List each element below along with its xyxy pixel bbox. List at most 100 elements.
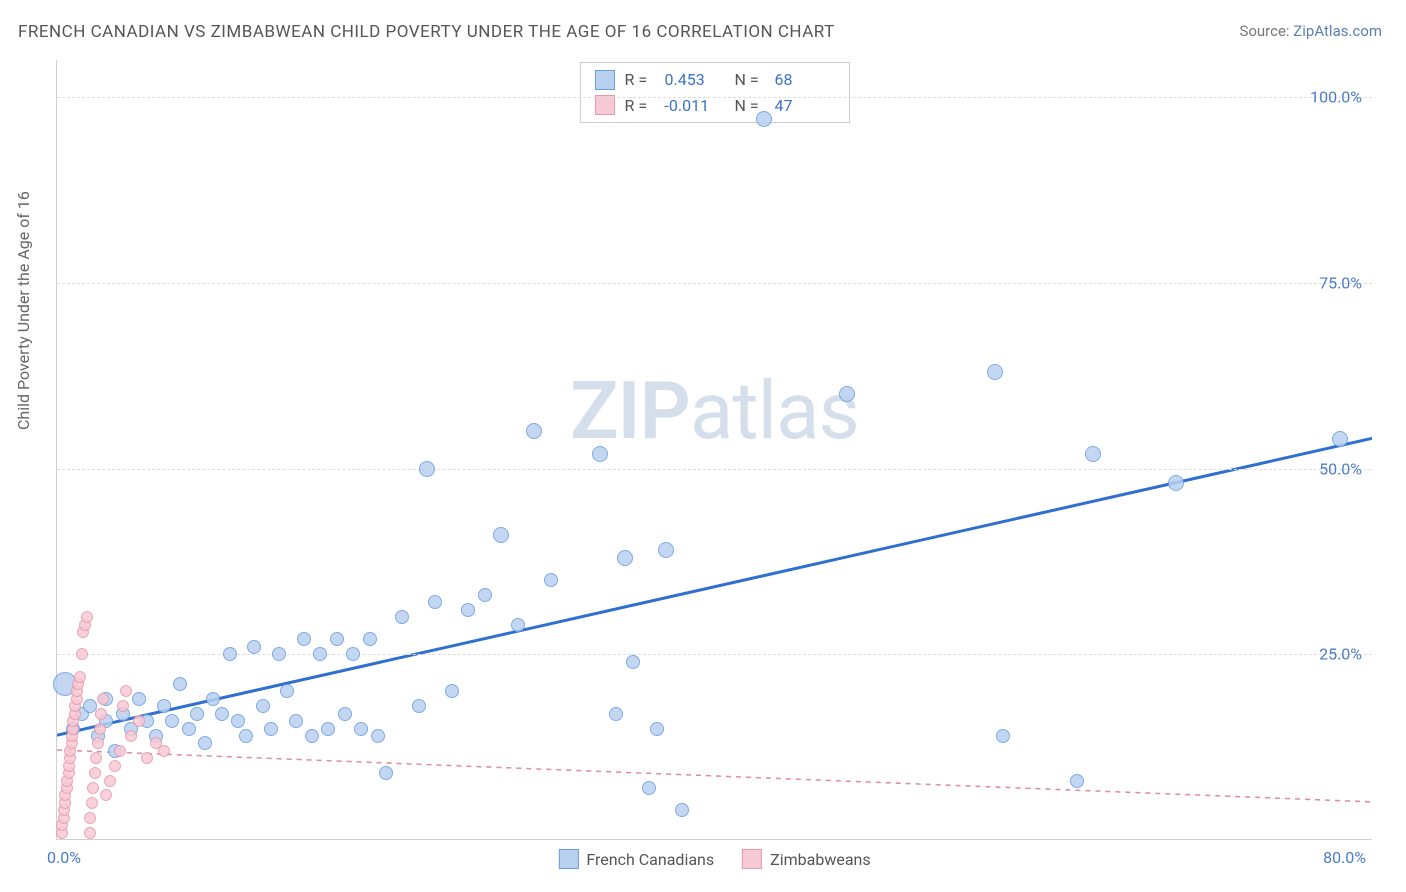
data-point	[650, 722, 664, 736]
data-point	[206, 692, 220, 706]
data-point	[100, 789, 112, 801]
data-point	[120, 685, 132, 697]
data-point	[190, 707, 204, 721]
data-point	[89, 767, 101, 779]
stat-n-value: 68	[775, 67, 835, 93]
data-point	[321, 722, 335, 736]
data-point	[305, 729, 319, 743]
data-point	[289, 714, 303, 728]
gridline	[57, 97, 1372, 98]
data-point	[125, 730, 137, 742]
trendline	[57, 750, 1372, 802]
data-point	[272, 647, 286, 661]
data-point	[133, 715, 145, 727]
y-tick-label: 100.0%	[1310, 88, 1362, 107]
data-point	[428, 595, 442, 609]
data-point	[76, 648, 88, 660]
data-point	[239, 729, 253, 743]
data-point	[223, 647, 237, 661]
stats-legend-box: R =0.453N =68R =-0.011N =47	[580, 62, 850, 123]
data-point	[297, 632, 311, 646]
gridline	[57, 654, 1372, 655]
y-axis-label: Child Poverty Under the Age of 16	[14, 191, 33, 430]
data-point	[493, 527, 509, 543]
data-point	[92, 737, 104, 749]
stat-r-label: R =	[625, 67, 655, 93]
legend-swatch	[558, 849, 578, 869]
data-point	[198, 736, 212, 750]
gridline	[57, 469, 1372, 470]
data-point	[354, 722, 368, 736]
data-point	[74, 671, 86, 683]
data-point	[526, 423, 542, 439]
series-legend: French Canadians Zimbabweans	[558, 849, 870, 869]
data-point	[419, 461, 435, 477]
data-point	[280, 684, 294, 698]
data-point	[84, 827, 96, 839]
data-point	[81, 611, 93, 623]
data-point	[839, 386, 855, 402]
data-point	[478, 588, 492, 602]
data-point	[1168, 475, 1184, 491]
data-point	[182, 722, 196, 736]
data-point	[544, 573, 558, 587]
data-point	[84, 812, 96, 824]
y-tick-label: 25.0%	[1319, 645, 1362, 664]
data-point	[461, 603, 475, 617]
trendline-layer	[57, 60, 1372, 839]
y-tick-label: 75.0%	[1319, 273, 1362, 292]
data-point	[132, 692, 146, 706]
chart-title: FRENCH CANADIAN VS ZIMBABWEAN CHILD POVE…	[18, 22, 835, 42]
source-label: Source:	[1239, 22, 1289, 40]
data-point	[158, 745, 170, 757]
legend-item: Zimbabweans	[742, 849, 870, 869]
data-point	[256, 699, 270, 713]
data-point	[987, 364, 1003, 380]
legend-label: French Canadians	[586, 850, 714, 869]
data-point	[338, 707, 352, 721]
data-point	[395, 610, 409, 624]
source-attribution: Source: ZipAtlas.com	[1239, 22, 1382, 40]
data-point	[379, 766, 393, 780]
plot-area: ZIPatlas R =0.453N =68R =-0.011N =47 0.0…	[56, 60, 1372, 840]
data-point	[215, 707, 229, 721]
legend-swatch	[595, 70, 615, 90]
data-point	[264, 722, 278, 736]
data-point	[609, 707, 623, 721]
data-point	[109, 760, 121, 772]
data-point	[90, 752, 102, 764]
data-point	[97, 693, 109, 705]
data-point	[114, 745, 126, 757]
legend-swatch	[742, 849, 762, 869]
data-point	[95, 708, 107, 720]
chart-container: FRENCH CANADIAN VS ZIMBABWEAN CHILD POVE…	[0, 0, 1406, 892]
data-point	[173, 677, 187, 691]
data-point	[445, 684, 459, 698]
data-point	[86, 797, 98, 809]
stat-r-value: 0.453	[665, 67, 725, 93]
data-point	[371, 729, 385, 743]
data-point	[87, 782, 99, 794]
data-point	[313, 647, 327, 661]
legend-swatch	[595, 95, 615, 115]
data-point	[330, 632, 344, 646]
legend-label: Zimbabweans	[770, 850, 870, 869]
data-point	[104, 775, 116, 787]
watermark: ZIPatlas	[570, 364, 859, 458]
data-point	[94, 723, 106, 735]
data-point	[1070, 774, 1084, 788]
x-axis-max-label: 80.0%	[1323, 848, 1366, 867]
x-axis-min-label: 0.0%	[47, 848, 81, 867]
data-point	[157, 699, 171, 713]
data-point	[675, 803, 689, 817]
data-point	[247, 640, 261, 654]
stats-row: R = 0.453 N = 68	[595, 67, 835, 93]
data-point	[117, 700, 129, 712]
data-point	[412, 699, 426, 713]
data-point	[1085, 446, 1101, 462]
data-point	[511, 618, 525, 632]
source-link[interactable]: ZipAtlas.com	[1293, 22, 1382, 40]
data-point	[1332, 431, 1348, 447]
gridline	[57, 283, 1372, 284]
stat-n-label: N =	[735, 67, 765, 93]
